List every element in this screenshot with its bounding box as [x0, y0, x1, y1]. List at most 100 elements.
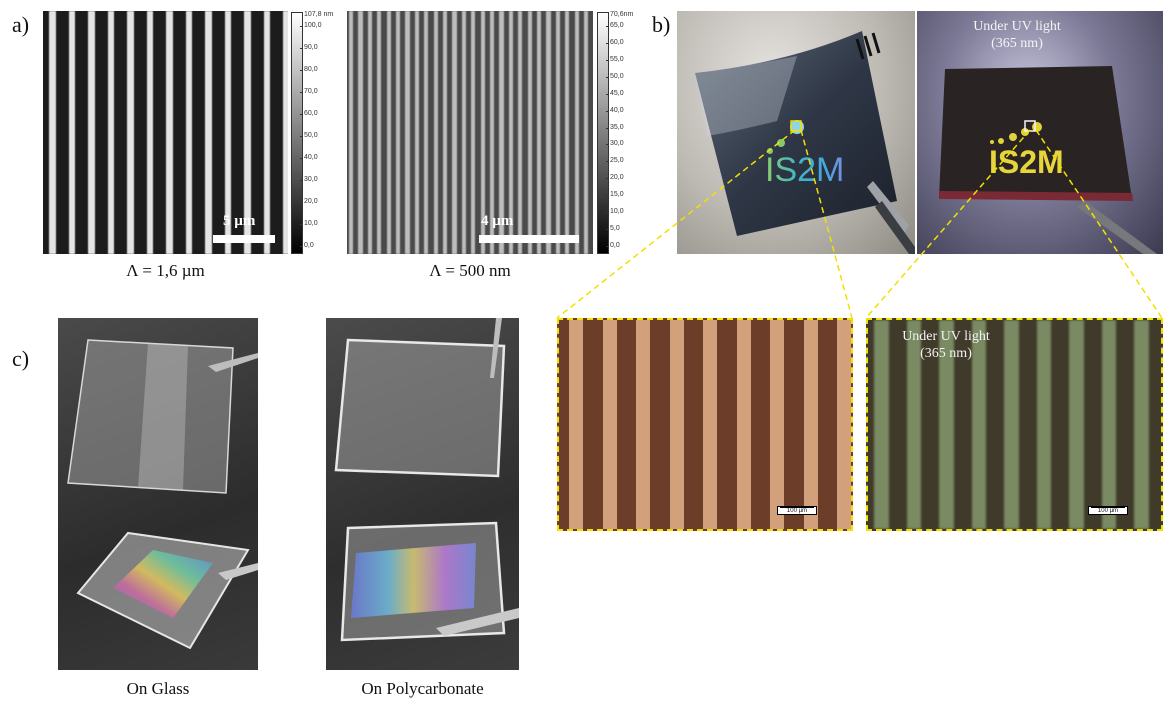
uv-label-micro: Under UV light (365 nm)	[876, 328, 1016, 362]
colorbar-tick-label: 50,0	[610, 72, 624, 80]
colorbar-tick-label: 5,0	[610, 225, 620, 233]
colorbar-tick-mark	[300, 180, 303, 181]
colorbar-tick-label: 0,0	[304, 242, 314, 249]
stripe	[480, 11, 485, 254]
colorbar-tick-mark	[606, 59, 609, 61]
uv-label-photo-line1: Under UV light	[973, 19, 1061, 34]
scale-bar-5um	[213, 235, 275, 243]
colorbar-tick-mark	[606, 144, 609, 146]
stripe	[874, 320, 889, 529]
colorbar-tick-mark	[300, 48, 303, 49]
stripe	[636, 320, 651, 529]
film-daylight-illustration: IS2M	[695, 31, 915, 254]
stripe	[358, 11, 363, 254]
stripe	[283, 11, 288, 254]
stripe	[166, 11, 173, 254]
colorbar-tick-mark	[300, 224, 303, 225]
stripe	[1134, 320, 1149, 529]
stripe	[461, 11, 467, 254]
stripe	[1101, 320, 1117, 529]
colorbar-tick-mark	[300, 246, 303, 247]
stripe	[433, 11, 438, 254]
micrograph-daylight: 100 µm	[557, 318, 853, 531]
colorbar-1-ticks: 107,8 nm 100,0 90,0 80,0 70,0 60,0 50,0 40,0 30…	[300, 11, 344, 252]
stripe	[971, 320, 987, 529]
colorbar-tick-mark	[606, 161, 609, 163]
stripe	[537, 11, 542, 254]
scale-bar-label-5um: 5 µm	[223, 213, 256, 229]
colorbar-tick-label: 100,0	[304, 22, 322, 29]
stripe	[443, 11, 448, 254]
colorbar-tick-mark	[300, 158, 303, 159]
colorbar-tick-label: 50,0	[304, 132, 318, 139]
stripe	[574, 11, 579, 254]
colorbar-tick-label: 65,0	[610, 22, 624, 29]
colorbar-2-max: 70,6nm	[610, 11, 634, 18]
stripe	[127, 11, 134, 254]
colorbar-2-ticks: 70,6nm 65,0 60,0 55,0 50,0 45,0 40,0 35,0 30,0 2…	[606, 11, 650, 252]
uv-label-photo: Under UV light (365 nm)	[917, 18, 1117, 52]
stripe	[68, 11, 76, 254]
glass-illustration	[67, 339, 258, 650]
colorbar-tick-mark	[606, 229, 609, 231]
stripe	[1069, 320, 1084, 529]
colorbar-tick-label: 35,0	[610, 123, 624, 131]
stripe	[263, 11, 271, 254]
panel-a-label: a)	[12, 12, 30, 37]
colorbar-tick-label: 80,0	[304, 66, 318, 73]
stripe	[906, 320, 922, 529]
polycarbonate-illustration	[334, 318, 519, 642]
colorbar-tick-mark	[606, 76, 609, 78]
colorbar-tick-label: 15,0	[610, 191, 624, 199]
stripe	[471, 11, 476, 254]
stripe	[939, 320, 954, 529]
panel-b-label: b)	[652, 12, 671, 37]
callout-line-2b	[1035, 129, 1163, 319]
colorbar-tick-mark	[300, 70, 303, 71]
colorbar-tick-mark	[300, 92, 303, 93]
stripe	[546, 11, 551, 254]
callout-line-1b	[800, 129, 853, 319]
colorbar-tick-mark	[606, 93, 609, 95]
colorbar-1-max: 107,8 nm	[304, 11, 334, 18]
stripe	[386, 11, 391, 254]
uv-label-micro-line2: (365 nm)	[920, 346, 972, 361]
colorbar-tick-label: 0,0	[610, 242, 620, 249]
colorbar-2	[597, 12, 609, 254]
stripe	[424, 11, 429, 254]
stripe	[490, 11, 495, 254]
colorbar-tick-label: 60,0	[610, 38, 624, 46]
colorbar-tick-mark	[606, 212, 609, 214]
afm-image-1600nm: 5 µm	[43, 11, 288, 254]
micrograph-uv: Under UV light (365 nm) 100 µm	[866, 318, 1163, 531]
colorbar-tick-mark	[606, 178, 609, 180]
stripe	[146, 11, 154, 254]
colorbar-1	[291, 12, 303, 254]
colorbar-tick-label: 40,0	[610, 106, 624, 114]
colorbar-tick-label: 55,0	[610, 55, 624, 63]
colorbar-tick-mark	[606, 110, 609, 112]
caption-on-glass: On Glass	[126, 679, 190, 698]
colorbar-tick-mark	[300, 136, 303, 137]
caption-on-polycarbonate: On Polycarbonate	[361, 679, 484, 698]
stripe	[1004, 320, 1019, 529]
stripe	[107, 11, 115, 254]
stripe	[527, 11, 532, 254]
colorbar-tick-mark	[606, 26, 609, 27]
caption-period-1600nm: Λ = 1,6 µm	[126, 261, 205, 280]
colorbar-tick-label: 20,0	[610, 174, 624, 182]
micro-scale-bar-2: 100 µm	[1088, 506, 1128, 515]
photo-film-daylight: IS2M	[677, 11, 915, 254]
stripe	[569, 320, 584, 529]
stripe	[205, 11, 212, 254]
stripe	[452, 11, 457, 254]
colorbar-tick-label: 45,0	[610, 89, 624, 97]
colorbar-tick-mark	[606, 127, 609, 129]
colorbar-tick-label: 30,0	[610, 140, 624, 148]
stripe	[367, 11, 373, 254]
stripe	[224, 11, 232, 254]
stripe	[49, 11, 56, 254]
colorbar-tick-label: 25,0	[610, 157, 624, 165]
uv-label-micro-line1: Under UV light	[902, 329, 990, 344]
